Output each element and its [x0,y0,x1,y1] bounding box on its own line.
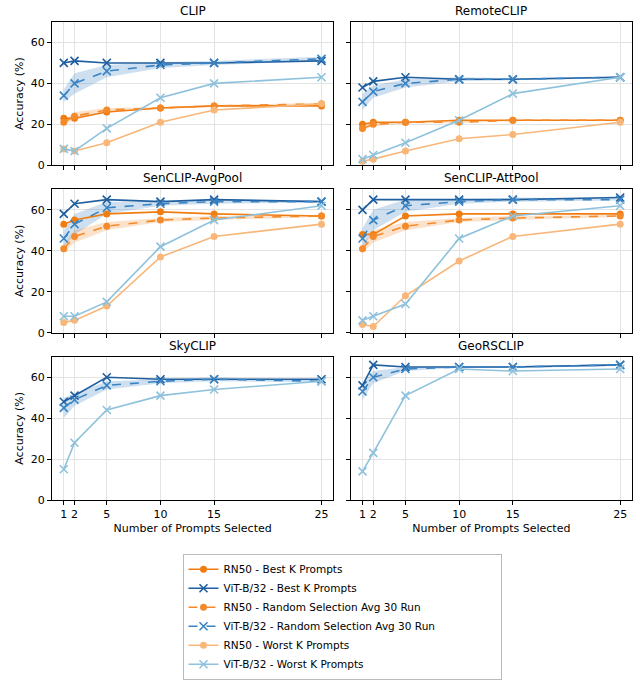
svg-text:20: 20 [31,286,45,299]
svg-text:25: 25 [613,508,627,521]
svg-text:40: 40 [31,412,45,425]
svg-text:10: 10 [452,508,466,521]
svg-text:2: 2 [71,508,78,521]
svg-text:SenCLIP-AvgPool: SenCLIP-AvgPool [143,171,242,185]
svg-text:2: 2 [370,508,377,521]
svg-text:10: 10 [153,508,167,521]
svg-text:CLIP: CLIP [180,4,206,18]
svg-text:0: 0 [38,326,45,339]
svg-text:Accuracy (%): Accuracy (%) [13,225,26,298]
svg-text:40: 40 [31,245,45,258]
svg-text:SkyCLIP: SkyCLIP [169,339,216,353]
svg-text:RN50 - Best K Prompts: RN50 - Best K Prompts [224,563,343,575]
svg-text:60: 60 [31,204,45,217]
svg-text:1: 1 [359,508,366,521]
svg-text:RN50 - Worst K Prompts: RN50 - Worst K Prompts [224,639,350,651]
svg-text:5: 5 [402,508,409,521]
svg-text:15: 15 [207,508,221,521]
svg-text:1: 1 [60,508,67,521]
svg-text:ViT-B/32 - Best K Prompts: ViT-B/32 - Best K Prompts [224,582,357,594]
svg-text:GeoRSCLIP: GeoRSCLIP [458,339,524,353]
svg-text:Number of Prompts Selected: Number of Prompts Selected [114,522,272,535]
svg-text:20: 20 [31,118,45,131]
svg-text:60: 60 [31,371,45,384]
svg-text:Number of Prompts Selected: Number of Prompts Selected [412,522,570,535]
svg-text:0: 0 [38,159,45,172]
svg-text:Accuracy (%): Accuracy (%) [13,392,26,465]
svg-text:15: 15 [506,508,520,521]
svg-text:20: 20 [31,453,45,466]
svg-text:ViT-B/32 - Random Selection Av: ViT-B/32 - Random Selection Avg 30 Run [224,620,435,632]
svg-text:ViT-B/32 - Worst K Prompts: ViT-B/32 - Worst K Prompts [224,658,364,670]
svg-text:5: 5 [103,508,110,521]
svg-text:SenCLIP-AttPool: SenCLIP-AttPool [444,171,538,185]
svg-text:60: 60 [31,36,45,49]
svg-text:40: 40 [31,77,45,90]
svg-text:RN50 - Random Selection Avg 30: RN50 - Random Selection Avg 30 Run [224,601,421,613]
svg-text:RemoteCLIP: RemoteCLIP [455,4,527,18]
svg-text:25: 25 [314,508,328,521]
svg-text:0: 0 [38,494,45,507]
svg-text:Accuracy (%): Accuracy (%) [13,57,26,130]
